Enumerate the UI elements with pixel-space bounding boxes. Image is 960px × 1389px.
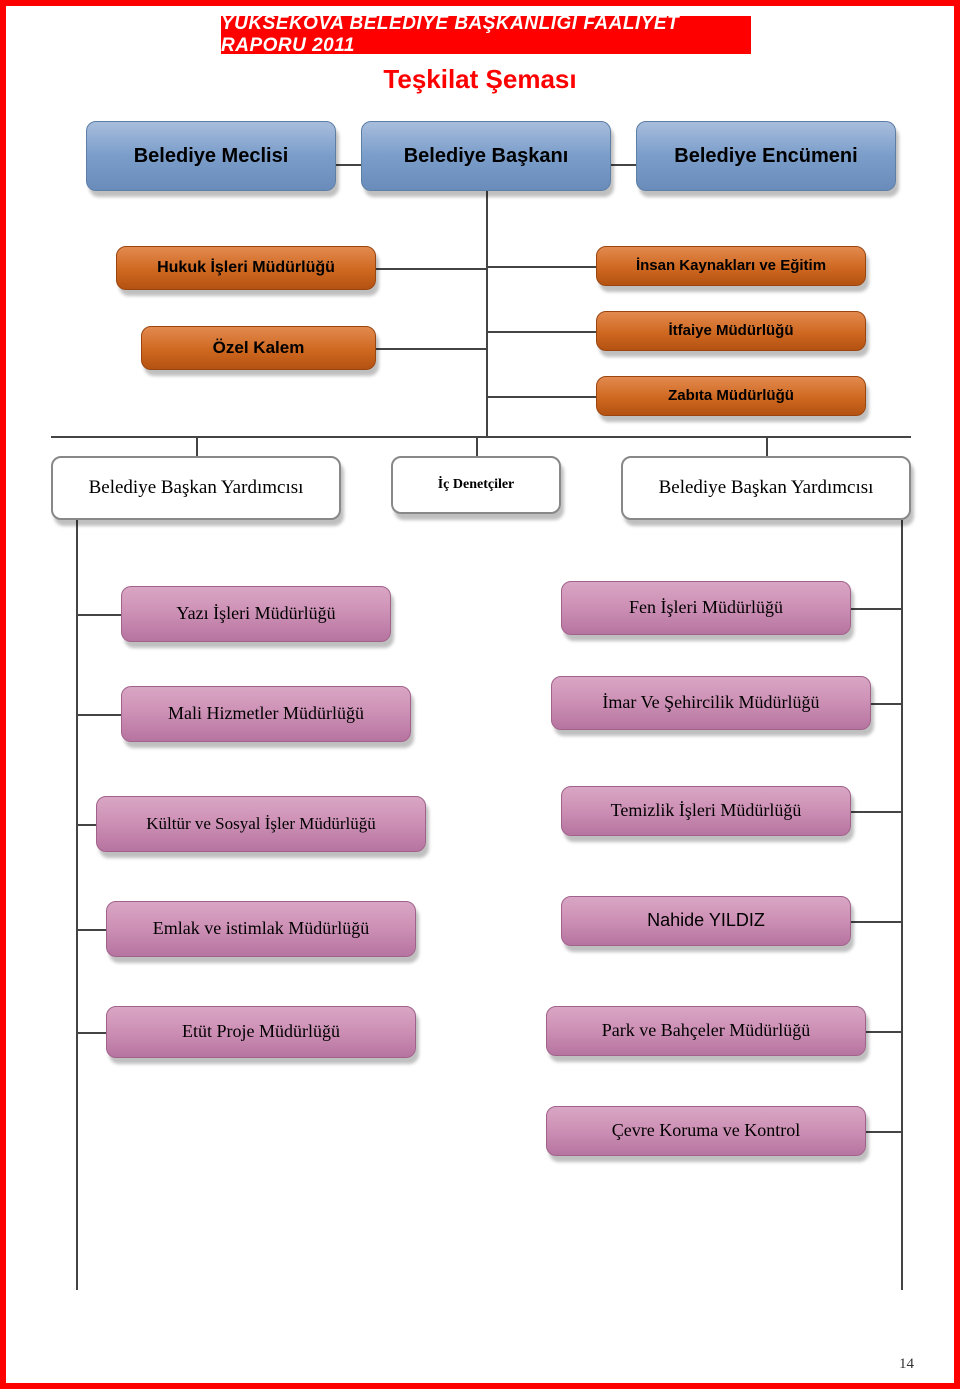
connector <box>76 614 121 616</box>
connector <box>871 703 901 705</box>
page-subtitle: Teşkilat Şeması <box>6 64 954 95</box>
node-label: Emlak ve istimlak Müdürlüğü <box>145 918 377 940</box>
node-label: Belediye Encümeni <box>666 144 865 168</box>
page-number: 14 <box>899 1356 914 1373</box>
node-fen: Fen İşleri Müdürlüğü <box>561 581 851 635</box>
node-meclis: Belediye Meclisi <box>86 121 336 191</box>
node-etut: Etüt Proje Müdürlüğü <box>106 1006 416 1058</box>
node-kultur: Kültür ve Sosyal İşler Müdürlüğü <box>96 796 426 852</box>
node-label: Hukuk İşleri Müdürlüğü <box>149 258 343 277</box>
node-label: İmar Ve Şehircilik Müdürlüğü <box>594 692 827 714</box>
node-insan: İnsan Kaynakları ve Eğitim <box>596 246 866 286</box>
node-label: Mali Hizmetler Müdürlüğü <box>160 703 372 725</box>
node-label: Fen İşleri Müdürlüğü <box>621 597 791 619</box>
connector <box>851 608 901 610</box>
connector <box>486 191 488 436</box>
node-label: Belediye Başkan Yardımcısı <box>651 477 882 500</box>
connector <box>611 164 636 166</box>
node-label: Özel Kalem <box>205 338 313 358</box>
connector <box>51 436 911 438</box>
node-label: Park ve Bahçeler Müdürlüğü <box>594 1020 818 1042</box>
node-label: Temizlik İşleri Müdürlüğü <box>603 800 810 822</box>
node-label: Çevre Koruma ve Kontrol <box>604 1120 808 1142</box>
node-label: Nahide YILDIZ <box>639 910 773 932</box>
connector <box>851 811 901 813</box>
node-zabita: Zabıta Müdürlüğü <box>596 376 866 416</box>
node-yard2: Belediye Başkan Yardımcısı <box>621 456 911 520</box>
node-ozel: Özel Kalem <box>141 326 376 370</box>
connector <box>486 266 596 268</box>
node-yazi: Yazı İşleri Müdürlüğü <box>121 586 391 642</box>
node-imar: İmar Ve Şehircilik Müdürlüğü <box>551 676 871 730</box>
node-cevre: Çevre Koruma ve Kontrol <box>546 1106 866 1156</box>
node-label: Zabıta Müdürlüğü <box>660 387 802 405</box>
node-denet: İç Denetçiler <box>391 456 561 514</box>
node-label: Belediye Başkanı <box>396 144 577 168</box>
node-label: İç Denetçiler <box>430 477 523 494</box>
node-park: Park ve Bahçeler Müdürlüğü <box>546 1006 866 1056</box>
connector <box>486 396 596 398</box>
node-mali: Mali Hizmetler Müdürlüğü <box>121 686 411 742</box>
connector <box>76 929 106 931</box>
connector <box>196 436 198 456</box>
node-label: Belediye Meclisi <box>126 144 297 168</box>
header-title: YÜKSEKOVA BELEDİYE BAŞKANLIĞI FAALİYET R… <box>221 13 751 57</box>
connector <box>486 331 596 333</box>
node-encumen: Belediye Encümeni <box>636 121 896 191</box>
connector <box>476 436 478 456</box>
node-label: Kültür ve Sosyal İşler Müdürlüğü <box>138 814 383 834</box>
page-header: YÜKSEKOVA BELEDİYE BAŞKANLIĞI FAALİYET R… <box>221 16 751 54</box>
org-chart-page: YÜKSEKOVA BELEDİYE BAŞKANLIĞI FAALİYET R… <box>0 0 960 1389</box>
node-hukuk: Hukuk İşleri Müdürlüğü <box>116 246 376 290</box>
connector <box>851 921 901 923</box>
node-emlak: Emlak ve istimlak Müdürlüğü <box>106 901 416 957</box>
node-itfaiye: İtfaiye Müdürlüğü <box>596 311 866 351</box>
connector <box>76 520 78 1290</box>
connector <box>376 348 486 350</box>
connector <box>866 1031 901 1033</box>
node-label: Etüt Proje Müdürlüğü <box>174 1021 348 1043</box>
connector <box>866 1131 901 1133</box>
connector <box>336 164 361 166</box>
node-label: İnsan Kaynakları ve Eğitim <box>628 257 834 275</box>
connector <box>376 268 486 270</box>
node-nahide: Nahide YILDIZ <box>561 896 851 946</box>
connector <box>76 1032 106 1034</box>
node-baskan: Belediye Başkanı <box>361 121 611 191</box>
connector <box>76 714 121 716</box>
node-label: Yazı İşleri Müdürlüğü <box>168 603 343 625</box>
connector <box>901 520 903 1290</box>
connector <box>76 824 96 826</box>
node-label: Belediye Başkan Yardımcısı <box>81 477 312 500</box>
node-label: İtfaiye Müdürlüğü <box>661 322 802 340</box>
node-temizlik: Temizlik İşleri Müdürlüğü <box>561 786 851 836</box>
connector <box>766 436 768 456</box>
node-yard1: Belediye Başkan Yardımcısı <box>51 456 341 520</box>
